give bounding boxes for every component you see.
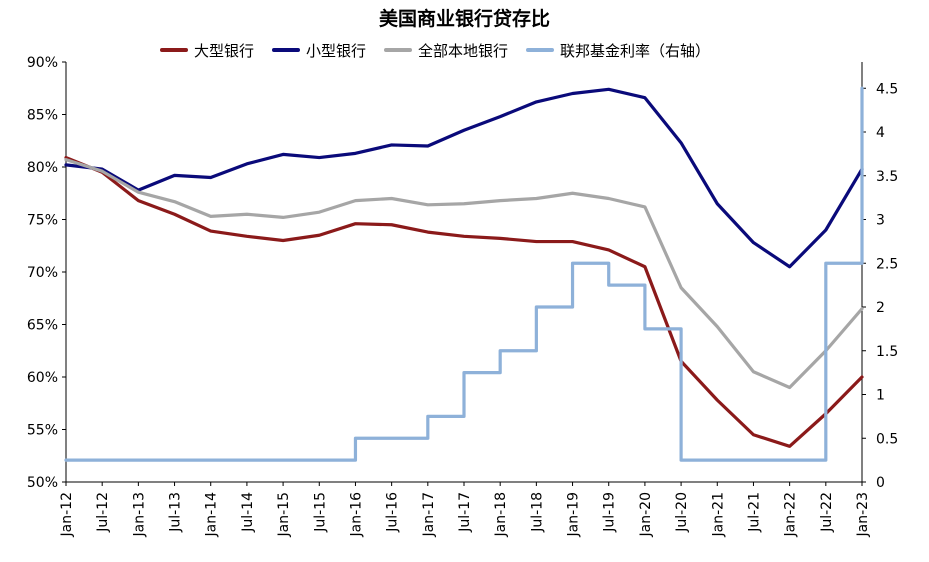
y-left-tick-label: 65%: [27, 318, 58, 334]
x-tick-label: Jul-20: [674, 492, 690, 533]
legend-swatch-large-banks: [160, 48, 188, 52]
legend-label-small-banks: 小型银行: [306, 41, 367, 60]
x-tick-label: Jan-12: [59, 492, 75, 537]
x-tick-label: Jan-20: [638, 492, 654, 537]
y-left-tick-label: 90%: [27, 55, 58, 71]
chart-title: 美国商业银行贷存比: [378, 8, 550, 30]
legend-swatch-fed-funds-rate: [526, 48, 555, 52]
x-tick-label: Jan-21: [710, 492, 726, 537]
legend: 大型银行 小型银行 全部本地银行 联邦基金利率（右轴）: [160, 37, 728, 63]
legend-swatch-small-banks: [272, 48, 301, 52]
x-tick-label: Jul-19: [602, 492, 618, 533]
y-right-tick-label: 2.5: [876, 256, 898, 272]
legend-label-large-banks: 大型银行: [194, 41, 255, 60]
x-tick-label: Jan-15: [276, 492, 292, 537]
y-left-tick-label: 50%: [27, 475, 58, 491]
y-left-tick-label: 55%: [27, 423, 58, 439]
x-tick-label: Jul-22: [819, 492, 835, 533]
y-right-tick-label: 0: [876, 475, 885, 491]
series-line-small-banks: [64, 87, 864, 269]
y-right-tick-label: 4: [876, 125, 885, 141]
x-tick-label: Jul-18: [529, 492, 545, 533]
x-tick-label: Jul-12: [95, 492, 111, 533]
series-line-all-domestic-banks: [64, 158, 864, 390]
x-tick-label: Jul-21: [746, 492, 762, 533]
x-tick-label: Jul-13: [168, 492, 184, 533]
legend-label-fed-funds-rate: 联邦基金利率（右轴）: [560, 41, 711, 60]
legend-label-all-domestic-banks: 全部本地银行: [418, 41, 509, 60]
x-tick-label: Jul-15: [312, 492, 328, 533]
y-left-tick-label: 60%: [27, 370, 58, 386]
x-tick-label: Jan-13: [131, 492, 147, 537]
y-left-tick-label: 85%: [27, 108, 58, 124]
y-right-tick-label: 3: [876, 213, 885, 229]
y-left-tick-label: 70%: [27, 265, 58, 281]
x-tick-label: Jan-22: [783, 492, 799, 537]
x-tick-label: Jan-17: [421, 492, 437, 537]
x-tick-label: Jan-23: [855, 492, 871, 537]
x-tick-label: Jul-16: [385, 492, 401, 533]
legend-item-fed-funds-rate: 联邦基金利率（右轴）: [526, 40, 710, 61]
legend-item-all-domestic-banks: 全部本地银行: [384, 40, 508, 61]
x-tick-label: Jul-17: [457, 492, 473, 533]
legend-item-large-banks: 大型银行: [160, 40, 254, 61]
y-right-tick-label: 1: [876, 388, 885, 404]
x-tick-label: Jul-14: [240, 492, 256, 533]
x-tick-label: Jan-16: [348, 492, 364, 538]
y-left-tick-label: 75%: [27, 213, 58, 229]
x-tick-label: Jan-14: [204, 492, 220, 538]
y-right-tick-label: 3.5: [876, 169, 898, 185]
x-tick-label: Jan-19: [566, 492, 582, 537]
y-right-tick-label: 4.5: [876, 81, 898, 97]
legend-swatch-all-domestic-banks: [384, 48, 413, 52]
y-right-tick-label: 0.5: [876, 431, 898, 447]
y-left-tick-label: 80%: [27, 160, 58, 176]
series-line-fed-funds-rate: [64, 86, 864, 462]
series-line-large-banks: [64, 155, 864, 448]
legend-item-small-banks: 小型银行: [272, 40, 366, 61]
x-tick-label: Jan-18: [493, 492, 509, 537]
y-right-tick-label: 1.5: [876, 344, 898, 360]
y-right-tick-label: 2: [876, 300, 885, 316]
